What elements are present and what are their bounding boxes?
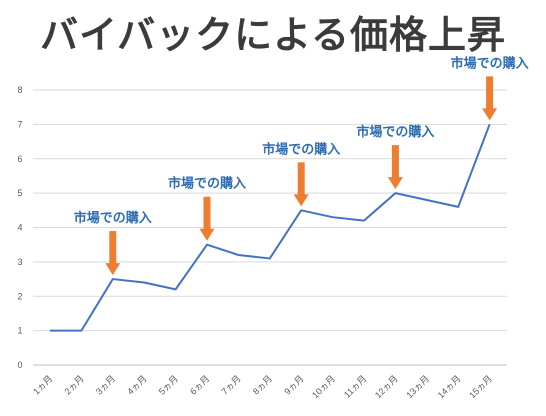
chart-title: バイバックによる価格上昇: [39, 13, 507, 57]
y-tick-label: 8: [17, 85, 22, 95]
annotation-market-purchase: 市場での購入: [168, 176, 246, 241]
annotation-market-purchase: 市場での購入: [74, 210, 152, 276]
x-tick-labels: 1ヵ月 2ヵ月 3ヵ月 4ヵ月 5ヵ月 6ヵ月 7ヵ月 8ヵ月 9ヵ月 10ヵ月 11ヵ月 12ヵ月 1…: [31, 373, 494, 400]
y-tick-label: 3: [17, 257, 22, 267]
y-tick-label: 4: [17, 223, 22, 233]
y-tick-label: 1: [17, 326, 22, 336]
arrow-head: [387, 177, 403, 190]
y-tick-label: 5: [17, 188, 22, 198]
x-tick-label: 1ヵ月: [31, 373, 54, 396]
x-tick-label: 10ヵ月: [310, 373, 337, 400]
x-tick-label: 8ヵ月: [251, 373, 274, 396]
y-tick-label: 6: [17, 154, 22, 164]
x-tick-label: 11ヵ月: [342, 373, 368, 399]
arrow-down-icon: [391, 145, 399, 179]
annotation-label: 市場での購入: [168, 176, 246, 192]
y-tick-labels: 0 1 2 3 4 5 6 7 8: [17, 85, 22, 370]
arrow-head: [293, 194, 309, 207]
x-tick-label: 2ヵ月: [62, 373, 85, 396]
y-tick-label: 7: [17, 119, 22, 129]
x-tick-label: 14ヵ月: [436, 373, 463, 400]
x-tick-label: 9ヵ月: [282, 373, 305, 396]
arrow-down-icon: [486, 76, 494, 110]
x-tick-label: 6ヵ月: [188, 373, 211, 396]
annotation-label: 市場での購入: [74, 210, 152, 226]
x-tick-label: 4ヵ月: [125, 373, 148, 396]
series-line: [49, 124, 491, 332]
y-tick-label: 0: [17, 360, 22, 370]
annotation-label: 市場での購入: [451, 55, 529, 71]
gridlines: [33, 89, 507, 366]
arrow-head: [482, 108, 498, 121]
annotation-market-purchase: 市場での購入: [262, 141, 340, 207]
x-tick-label: 3ヵ月: [94, 373, 117, 396]
x-tick-label: 12ヵ月: [373, 373, 400, 400]
arrow-head: [199, 228, 215, 241]
x-tick-label: 13ヵ月: [404, 373, 431, 400]
annotation-market-purchase: 市場での購入: [451, 55, 529, 121]
annotation-label: 市場での購入: [356, 124, 434, 140]
arrow-down-icon: [203, 196, 211, 230]
x-tick-label: 15ヵ月: [467, 373, 494, 400]
arrow-head: [105, 263, 121, 276]
x-tick-label: 5ヵ月: [157, 373, 180, 396]
arrow-down-icon: [109, 231, 117, 265]
arrow-down-icon: [297, 162, 305, 196]
annotation-market-purchase: 市場での購入: [356, 124, 434, 190]
x-tick-label: 7ヵ月: [219, 373, 242, 396]
y-tick-label: 2: [17, 291, 22, 301]
annotation-label: 市場での購入: [262, 141, 340, 157]
